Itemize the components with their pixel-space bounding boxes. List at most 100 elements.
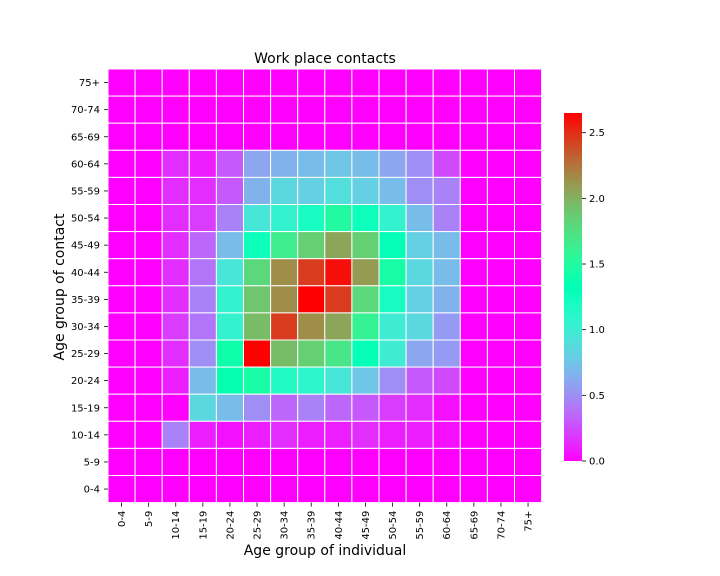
heatmap-cell xyxy=(107,204,136,233)
y-tick-label: 50-54 xyxy=(71,214,100,225)
heatmap-cell xyxy=(486,447,515,476)
heatmap-cell xyxy=(459,204,488,233)
y-tick-label: 70-74 xyxy=(71,105,100,116)
heatmap-cell xyxy=(297,447,326,476)
heatmap-cell xyxy=(378,149,407,178)
heatmap-cell xyxy=(405,68,434,97)
heatmap-cell xyxy=(107,176,136,205)
heatmap-cell xyxy=(486,285,515,314)
heatmap-cell xyxy=(486,95,515,124)
heatmap-cell xyxy=(297,176,326,205)
heatmap-cell xyxy=(378,475,407,504)
heatmap-cell xyxy=(215,475,244,504)
heatmap-cell xyxy=(432,204,461,233)
heatmap-cell xyxy=(215,393,244,422)
heatmap-cell xyxy=(243,149,272,178)
heatmap-cell xyxy=(161,68,190,97)
heatmap-cell xyxy=(324,312,353,341)
heatmap-cell xyxy=(405,204,434,233)
x-tick-label: 40-44 xyxy=(334,511,345,540)
y-tick-label: 0-4 xyxy=(84,485,100,496)
heatmap-cell xyxy=(297,339,326,368)
colorbar-ticks: 0.0 0.5 1.0 1.5 2.0 2.5 xyxy=(582,128,605,468)
heatmap-cell xyxy=(243,231,272,260)
heatmap-cell xyxy=(432,95,461,124)
heatmap-cell xyxy=(270,231,299,260)
heatmap-cell xyxy=(215,339,244,368)
heatmap-cell xyxy=(432,258,461,287)
heatmap-cell xyxy=(107,366,136,395)
y-axis-label: Age group of contact xyxy=(52,213,68,360)
heatmap-cell xyxy=(297,258,326,287)
heatmap-cell xyxy=(188,68,217,97)
heatmap-cell xyxy=(324,149,353,178)
heatmap-cell xyxy=(161,258,190,287)
heatmap-cell xyxy=(188,149,217,178)
heatmap-cell xyxy=(107,312,136,341)
heatmap-cell xyxy=(161,475,190,504)
heatmap-cell xyxy=(215,285,244,314)
heatmap-cell xyxy=(134,95,163,124)
x-tick-label: 60-64 xyxy=(442,511,453,540)
heatmap-cell xyxy=(405,312,434,341)
heatmap-cell xyxy=(432,420,461,449)
heatmap-cell xyxy=(459,176,488,205)
heatmap-cell xyxy=(270,312,299,341)
heatmap-cell xyxy=(107,393,136,422)
heatmap-cell xyxy=(486,258,515,287)
heatmap-cell xyxy=(161,447,190,476)
heatmap-cell xyxy=(107,339,136,368)
heatmap-cell xyxy=(243,393,272,422)
heatmap-cell xyxy=(215,204,244,233)
heatmap-cell xyxy=(514,176,543,205)
heatmap-cell xyxy=(188,447,217,476)
heatmap-cell xyxy=(161,312,190,341)
heatmap-cell xyxy=(514,204,543,233)
heatmap-cell xyxy=(297,393,326,422)
heatmap-cell xyxy=(514,231,543,260)
heatmap-cell xyxy=(243,420,272,449)
heatmap-cell xyxy=(107,95,136,124)
heatmap-cell xyxy=(134,285,163,314)
y-tick-label: 65-69 xyxy=(71,132,100,143)
y-tick-label: 10-14 xyxy=(71,430,100,441)
heatmap-cell xyxy=(188,95,217,124)
heatmap-cell xyxy=(243,285,272,314)
heatmap-cell xyxy=(324,393,353,422)
heatmap-cell xyxy=(243,68,272,97)
heatmap-cell xyxy=(351,176,380,205)
heatmap-cell xyxy=(297,312,326,341)
heatmap-cell xyxy=(378,285,407,314)
x-tick-label: 55-59 xyxy=(415,511,426,540)
heatmap-cell xyxy=(188,420,217,449)
colorbar-tick-label: 2.5 xyxy=(589,128,605,139)
heatmap-cell xyxy=(324,285,353,314)
heatmap-cell xyxy=(297,95,326,124)
colorbar-tick-label: 0.0 xyxy=(589,457,605,468)
heatmap-cell xyxy=(486,122,515,151)
heatmap-cell xyxy=(514,258,543,287)
heatmap-cell xyxy=(405,366,434,395)
heatmap-cell xyxy=(351,420,380,449)
x-tick-label: 50-54 xyxy=(388,511,399,540)
heatmap-cell xyxy=(514,149,543,178)
heatmap-cell xyxy=(432,312,461,341)
heatmap-cell xyxy=(297,366,326,395)
heatmap-cell xyxy=(161,393,190,422)
heatmap-cell xyxy=(270,339,299,368)
heatmap-cell xyxy=(459,231,488,260)
heatmap-cell xyxy=(188,366,217,395)
heatmap-cell xyxy=(297,231,326,260)
heatmap-cell xyxy=(161,95,190,124)
heatmap-cell xyxy=(161,122,190,151)
heatmap-cell xyxy=(405,285,434,314)
heatmap-cell xyxy=(459,475,488,504)
heatmap-cell xyxy=(297,204,326,233)
heatmap-cell xyxy=(378,258,407,287)
heatmap-cell xyxy=(486,204,515,233)
heatmap-cell xyxy=(107,258,136,287)
heatmap-cell xyxy=(432,339,461,368)
heatmap-cell xyxy=(188,475,217,504)
heatmap-cell xyxy=(188,204,217,233)
heatmap-cell xyxy=(243,258,272,287)
